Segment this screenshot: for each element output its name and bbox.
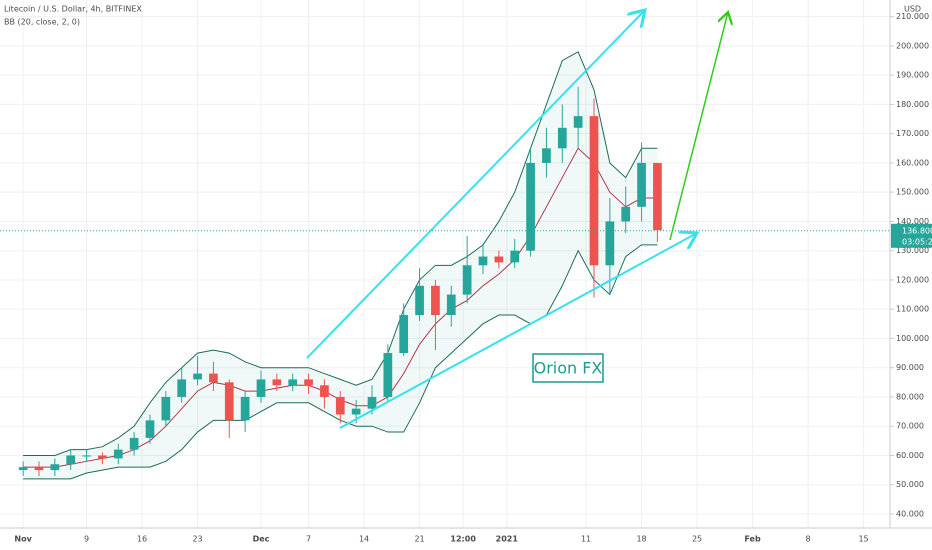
x-tick-label: 14 xyxy=(359,535,369,544)
indicator-label: BB (20, close, 2, 0) xyxy=(4,18,80,27)
x-tick-label: Nov xyxy=(14,535,32,544)
y-tick-label: 50.000 xyxy=(896,480,924,489)
last-price-tag xyxy=(891,223,932,248)
x-tick-label: 11 xyxy=(581,535,591,544)
y-tick-label: 60.000 xyxy=(896,451,924,460)
y-tick-label: 170.000 xyxy=(896,129,929,138)
y-tick-label: 90.000 xyxy=(896,363,924,372)
candle-body xyxy=(542,148,551,163)
axes: 40.000 50.000 60.000 70.000 80.000 90.000 100.… xyxy=(14,12,932,544)
x-tick-label: 25 xyxy=(692,535,702,544)
y-tick-label: 130.000 xyxy=(896,246,929,255)
candle-body xyxy=(653,162,662,231)
price-axis xyxy=(890,0,932,528)
x-tick-label: Dec xyxy=(253,535,270,544)
x-tick-label: 12:00 xyxy=(450,535,476,544)
candle-body xyxy=(113,449,123,459)
candle-body xyxy=(510,250,520,263)
x-tick-label: Feb xyxy=(744,535,761,544)
candle-body xyxy=(272,379,282,386)
candle-body xyxy=(129,437,139,450)
candle-body xyxy=(399,315,409,354)
x-tick-label: 16 xyxy=(137,535,147,544)
y-tick-label: 210.000 xyxy=(896,12,929,21)
candle-body xyxy=(415,285,424,316)
x-tick-label: 23 xyxy=(192,535,202,544)
candle-body xyxy=(573,116,583,128)
time-axis xyxy=(0,528,932,550)
candle-body xyxy=(589,116,599,266)
candle-body xyxy=(637,162,646,207)
x-tick-label: 15 xyxy=(858,535,868,544)
candle-body xyxy=(145,420,155,438)
chart-title: Litecoin / U.S. Dollar, 4h, BITFINEX xyxy=(4,5,142,14)
candle-body xyxy=(494,256,504,263)
watermark-box xyxy=(532,353,604,383)
candle-body xyxy=(177,379,187,397)
candle-body xyxy=(161,396,171,421)
y-tick-label: 160.000 xyxy=(896,158,929,167)
bb-upper-line xyxy=(23,51,658,456)
candle-body xyxy=(66,455,76,465)
candle-body xyxy=(209,373,218,383)
candle-body xyxy=(18,467,28,471)
plot xyxy=(0,51,890,480)
candle-body xyxy=(446,294,456,316)
candle-body xyxy=(224,382,234,421)
candle-body xyxy=(34,467,44,471)
y-tick-label: 200.000 xyxy=(896,41,929,50)
candle-body xyxy=(526,162,535,251)
candle-body xyxy=(193,373,202,380)
candle-body xyxy=(462,265,472,295)
drawings: Orion FX xyxy=(306,10,728,429)
x-tick-label: 8 xyxy=(806,535,811,544)
y-tick-label: 180.000 xyxy=(896,100,929,109)
y-tick-label: 40.000 xyxy=(896,509,924,518)
y-tick-label: 100.000 xyxy=(896,334,929,343)
candle-body xyxy=(383,353,393,397)
trend-line xyxy=(306,10,645,359)
x-tick-label: 18 xyxy=(636,535,646,544)
y-tick-label: 190.000 xyxy=(896,71,929,80)
candle-body xyxy=(98,455,107,459)
candle-body xyxy=(621,206,631,222)
projection-arrow xyxy=(669,12,728,241)
candle-body xyxy=(288,379,298,386)
candle-body xyxy=(50,464,60,471)
y-tick-label: 120.000 xyxy=(896,275,929,284)
candle-body xyxy=(478,256,488,266)
y-tick-label: 140.000 xyxy=(896,217,929,226)
trend-line xyxy=(339,233,697,429)
y-tick-label: 110.000 xyxy=(896,305,929,314)
grid xyxy=(0,0,890,528)
candle-body xyxy=(605,221,615,266)
watermark: Orion FX xyxy=(534,359,603,378)
candle-body xyxy=(557,127,567,149)
x-tick-label: 9 xyxy=(84,535,89,544)
y-tick-label: 70.000 xyxy=(896,422,924,431)
last-price-label: 136.800 xyxy=(902,226,932,235)
candle-body xyxy=(240,396,250,421)
y-tick-label: 80.000 xyxy=(896,392,924,401)
x-tick-label: 2021 xyxy=(496,535,519,544)
candle-body xyxy=(304,379,313,386)
candle-body xyxy=(256,379,266,397)
x-tick-label: 21 xyxy=(414,535,424,544)
candle-body xyxy=(82,455,91,457)
candle-body xyxy=(351,408,361,415)
x-tick-label: 7 xyxy=(306,535,311,544)
candle-body xyxy=(320,385,329,397)
candle-body xyxy=(431,285,440,316)
currency: USD xyxy=(904,5,921,14)
countdown: 03:05:28 xyxy=(902,237,932,246)
candle-body xyxy=(335,396,345,415)
candle-body xyxy=(367,396,377,409)
y-tick-label: 150.000 xyxy=(896,188,929,197)
